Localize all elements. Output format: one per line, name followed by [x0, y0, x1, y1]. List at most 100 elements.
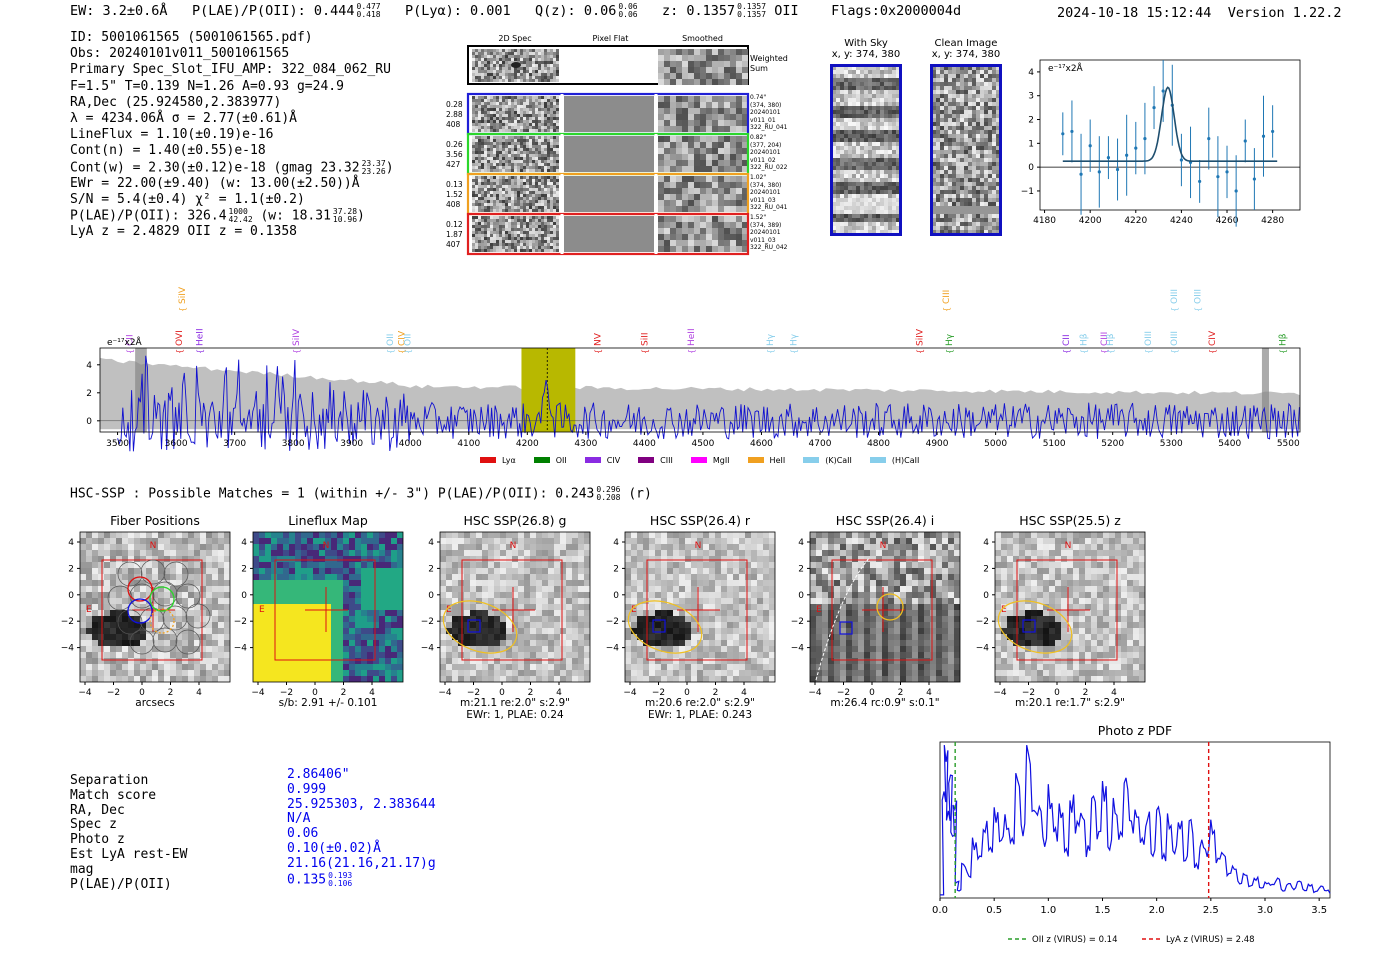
legend-item: MgII — [690, 456, 730, 465]
spec2d-row-stats: 0.28 2.88 408 — [446, 100, 463, 130]
hsc-ytick: −2 — [976, 617, 989, 627]
spec2d-row — [466, 212, 750, 256]
line-label: Hβ { — [1278, 333, 1288, 354]
header-ew: EW: 3.2±0.6Å — [70, 3, 168, 19]
hsc-ytick: −4 — [976, 644, 990, 654]
legend-item: HeII — [747, 455, 786, 465]
hsc-caption-2: EWr: 1, PLAE: 0.24 — [466, 709, 564, 721]
line-label: CII { — [125, 334, 135, 354]
col-title-2dspec: 2D Spec — [498, 34, 532, 43]
row-meta: (374, 389) — [750, 221, 782, 229]
ws-source-blob — [511, 62, 521, 68]
row-meta: v011_03 — [750, 236, 776, 244]
match-value: 0.06 — [287, 826, 319, 842]
weighted-sum-label: Weighted Sum — [750, 54, 788, 73]
hsc-xtick: −2 — [837, 688, 850, 698]
wide-xtick: 5200 — [1101, 439, 1124, 449]
zoom-point — [1261, 134, 1266, 138]
wide-xtick: 4700 — [809, 439, 832, 449]
info-contn: Cont(n) = 1.40(±0.55)e-18 — [70, 143, 266, 159]
error-band — [100, 357, 1300, 430]
hsc-ytick: 2 — [613, 564, 619, 574]
line-label: CIV { — [1208, 330, 1218, 354]
detection-info: ID: 5001061565 (5001061565.pdf) Obs: 202… — [70, 30, 394, 240]
info-lineflux: LineFlux = 1.10(±0.19)e-16 — [70, 127, 274, 143]
zoom-point — [1207, 136, 1211, 141]
spectrum-line — [117, 355, 1300, 452]
match-circle — [876, 593, 904, 621]
photoz-xtick: 0.0 — [932, 905, 948, 916]
line-label: HeII { — [687, 328, 697, 354]
line-label: OIII { — [1170, 289, 1180, 312]
spec2d-row-stats: 0.12 1.87 407 — [446, 220, 463, 250]
wide-xtick: 4900 — [926, 439, 949, 449]
wide-ytick: 2 — [86, 389, 92, 399]
row-stat: 0.28 — [446, 100, 463, 109]
zoom-point — [1161, 89, 1165, 93]
line-label: OIII { — [1144, 331, 1154, 354]
spec2d-row-stats: 0.26 3.56 427 — [446, 140, 463, 170]
line-label-text: HeII — [687, 328, 697, 346]
hsc-ytick: −2 — [421, 617, 434, 627]
row-meta: 0.74" — [750, 94, 767, 101]
wide-xtick: 4600 — [750, 439, 773, 449]
header-right: 2024-10-18 15:12:44 Version 1.22.2 — [1057, 5, 1342, 21]
fiber-orange — [149, 608, 175, 634]
zoom-ytick: −1 — [1021, 187, 1034, 197]
zoom-ytick: 4 — [1028, 68, 1034, 78]
zoom-point — [1234, 189, 1238, 193]
hsc-panel-title: HSC SSP(26.4) r — [649, 513, 751, 528]
line-label-text: OII — [403, 334, 413, 346]
bad-region — [1261, 348, 1269, 432]
east-label: E — [631, 605, 637, 615]
spectra-2d-panel — [440, 32, 800, 257]
hsc-panel: N E −4 −2 0 2 4 4 2 0 −2 −4 — [976, 531, 1146, 698]
line-label-text: Hγ — [766, 333, 776, 346]
hsc-caption: m:26.4 rc:0.9" s:0.1" — [830, 697, 940, 709]
line-label-brace: { — [175, 349, 184, 354]
hsc-ytick: 2 — [798, 564, 804, 574]
legend-label: HeII — [769, 455, 786, 465]
match-value: 0.999 — [287, 781, 327, 797]
aperture-box — [1016, 559, 1118, 661]
line-label-brace: { — [1208, 349, 1217, 354]
zoom-xtick: 4280 — [1261, 216, 1284, 226]
header-qz: Q(z): 0.06 — [535, 3, 617, 19]
hsc-frame — [624, 531, 776, 683]
line-label-text: Hβ — [1079, 333, 1089, 346]
match-value: 0.10(±0.02)Å — [287, 840, 381, 856]
wide-xtick: 3600 — [165, 439, 188, 449]
hsc-xtick: −2 — [280, 688, 293, 698]
hsc-xtick: 0 — [869, 688, 875, 698]
hsc-xtick: −4 — [993, 688, 1007, 698]
galaxy-ellipse — [997, 600, 1073, 654]
match-value: N/A — [287, 811, 311, 827]
line-label-brace: { — [196, 349, 205, 354]
info-lyaz: LyA z = 2.4829 OII z = 0.1358 — [70, 224, 297, 240]
info-radec: RA,Dec (25.924580,2.383977) — [70, 94, 282, 110]
line-label: Hβ { — [1079, 333, 1089, 354]
zoom-ytick: 2 — [1028, 116, 1034, 126]
hsc-xtick: −4 — [438, 688, 452, 698]
hsc-ytick: −4 — [791, 644, 805, 654]
hsc-ytick: −4 — [234, 644, 248, 654]
line-label-text: CIII — [942, 290, 952, 304]
wide-xtick: 4400 — [633, 439, 656, 449]
hsc-xtick: −4 — [808, 688, 822, 698]
hsc-ytick: −4 — [421, 644, 435, 654]
zoom-point — [1225, 170, 1229, 174]
hsc-ytick: 0 — [798, 591, 804, 601]
line-label: CII { — [1062, 334, 1072, 354]
zoom-point — [1125, 153, 1129, 157]
galaxy-ellipse — [627, 600, 703, 654]
line-label-text: CII — [125, 334, 135, 346]
zoom-line-chart: e⁻¹⁷x2Å 4 3 2 1 0 −1 4180 4200 4220 4240 4260 4280 — [1021, 59, 1301, 227]
line-label-brace: { — [386, 349, 395, 354]
spec2d-row-meta: 0.74" (374, 380) 20240101 v011_01 322_RU_041 — [750, 94, 787, 132]
line-label: Hγ { — [945, 333, 955, 354]
line-label: CIII { — [942, 290, 952, 312]
line-label: CIV { — [397, 330, 407, 354]
info-primary: Primary Spec_Slot_IFU_AMP: 322_084_062_R… — [70, 62, 391, 78]
line-label-text: HeII — [196, 328, 206, 346]
highlight-region — [521, 348, 576, 432]
